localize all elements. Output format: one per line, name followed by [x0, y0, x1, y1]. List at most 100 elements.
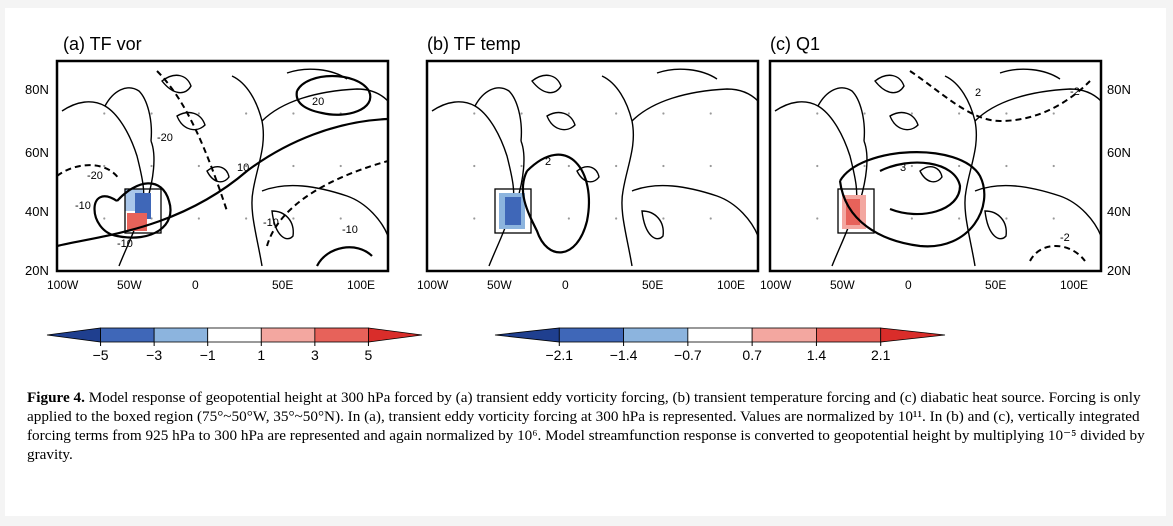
grid-dot — [103, 217, 106, 220]
grid-dot — [520, 164, 523, 168]
contour-label: -10 — [75, 200, 91, 212]
grid-dot — [292, 112, 295, 115]
grid-dot — [520, 112, 523, 115]
coastline — [631, 88, 759, 122]
coastline — [104, 87, 153, 142]
contour-label: 3 — [900, 162, 906, 174]
colorbar-tick-label: −0.7 — [674, 347, 702, 363]
contour-line — [156, 70, 228, 212]
forcing-box — [837, 188, 875, 234]
colorbar-segment — [100, 327, 155, 343]
contour-line — [879, 161, 962, 216]
grid-dot — [197, 164, 200, 168]
contour-line — [521, 153, 590, 254]
colorbars: −5 −3 −1 1 3 5 −2.1 −1.4 −0.7 0.7 1.4 2.1 — [46, 327, 946, 363]
lon-labels: 100W 50W 0 50E 100E 100W 50W 0 50E 100E 100W 50W 0 50… — [47, 278, 1088, 292]
coastline — [874, 74, 905, 94]
contour-label: -10 — [263, 217, 279, 229]
lat-labels-left: 80N 60N 40N 20N — [25, 82, 49, 278]
colorbar-segment — [623, 327, 689, 343]
panel-a-title: (a) TF vor — [63, 34, 142, 54]
grid-dot — [615, 164, 618, 168]
caption-lead: Figure 4. — [27, 389, 85, 406]
colorbar-tick-label: −3 — [146, 347, 162, 363]
contour-line — [295, 74, 372, 116]
panel-b-title: (b) TF temp — [427, 34, 521, 54]
lat-label-20n: 20N — [25, 263, 49, 278]
lon-label: 0 — [905, 278, 912, 292]
colorbar-segment — [260, 327, 316, 343]
panel-b: (b) TF temp — [427, 34, 521, 54]
grid-dot — [567, 164, 570, 168]
colorbar-segment — [880, 327, 946, 343]
coastline — [271, 210, 294, 240]
lon-label: 0 — [562, 278, 569, 292]
contour-label: -2 — [1070, 86, 1080, 98]
coastline — [889, 111, 919, 131]
coastline — [974, 88, 1102, 122]
map-frame — [768, 59, 1103, 273]
colorbar-tick-label: −2.1 — [545, 347, 573, 363]
lat-label-80n: 80N — [25, 82, 49, 97]
grid-dot — [292, 164, 295, 168]
figure-panels: (a) TF vor (b) TF temp (c) Q1 20-20-2010… — [25, 34, 1131, 363]
grid-dot — [567, 112, 570, 115]
grid-dot — [662, 217, 665, 220]
contour-line — [56, 117, 389, 248]
lat-labels-right: 80N 60N 40N 20N — [1107, 82, 1131, 278]
grid-dot — [816, 164, 819, 168]
grid-dot — [245, 217, 248, 220]
contour-line — [56, 164, 120, 180]
grid-dot — [863, 112, 866, 115]
forcing-box — [124, 188, 162, 234]
colorbar-2: −2.1 −1.4 −0.7 0.7 1.4 2.1 — [494, 327, 946, 363]
contour-label: 10 — [237, 162, 249, 174]
grid-dot — [662, 112, 665, 115]
coastline — [944, 75, 978, 267]
coastline — [261, 88, 389, 122]
coastline — [601, 75, 635, 267]
lat-label-20n-right: 20N — [1107, 263, 1131, 278]
grid-dot — [473, 112, 476, 115]
forcing-negative — [505, 197, 521, 225]
grid-dot — [150, 164, 153, 168]
grid-dot — [150, 217, 153, 220]
contour-label: -20 — [87, 170, 103, 182]
colorbar-tick-label: 2.1 — [871, 347, 891, 363]
contour-line — [316, 246, 373, 267]
colorbar-tick-label: −1 — [200, 347, 216, 363]
panel-c: (c) Q1 — [770, 34, 820, 54]
colorbar-segment — [558, 327, 624, 343]
colorbar-segment — [207, 327, 262, 343]
grid-dot — [1005, 112, 1008, 115]
grid-dot — [103, 112, 106, 115]
lon-label: 50W — [487, 278, 512, 292]
grid-dot — [473, 164, 476, 168]
caption-text: Model response of geopotential height at… — [27, 389, 1145, 463]
lon-label: 50E — [985, 278, 1006, 292]
contour-label: -2 — [1060, 232, 1070, 244]
colorbar-tick-label: 1.4 — [807, 347, 827, 363]
coastline — [474, 87, 523, 142]
lon-label: 0 — [192, 278, 199, 292]
colorbar-tick-label: 0.7 — [742, 347, 762, 363]
contour-line — [1029, 245, 1086, 262]
figure-caption: Figure 4. Model response of geopotential… — [27, 388, 1159, 464]
grid-dot — [245, 112, 248, 115]
grid-dot — [292, 217, 295, 220]
grid-dot — [1052, 217, 1055, 220]
lat-label-80n-right: 80N — [1107, 82, 1131, 97]
contour-label: -10 — [342, 224, 358, 236]
contour-label: 2 — [975, 87, 981, 99]
coastline — [261, 184, 389, 237]
lon-label: 50W — [117, 278, 142, 292]
grid-dot — [1052, 112, 1055, 115]
panel-c-title: (c) Q1 — [770, 34, 820, 54]
coastline — [656, 68, 718, 80]
lon-label: 100E — [717, 278, 745, 292]
grid-dot — [910, 217, 913, 220]
grid-dot — [1005, 217, 1008, 220]
colorbar-segment — [314, 327, 369, 343]
colorbar-tick-label: 3 — [311, 347, 319, 363]
